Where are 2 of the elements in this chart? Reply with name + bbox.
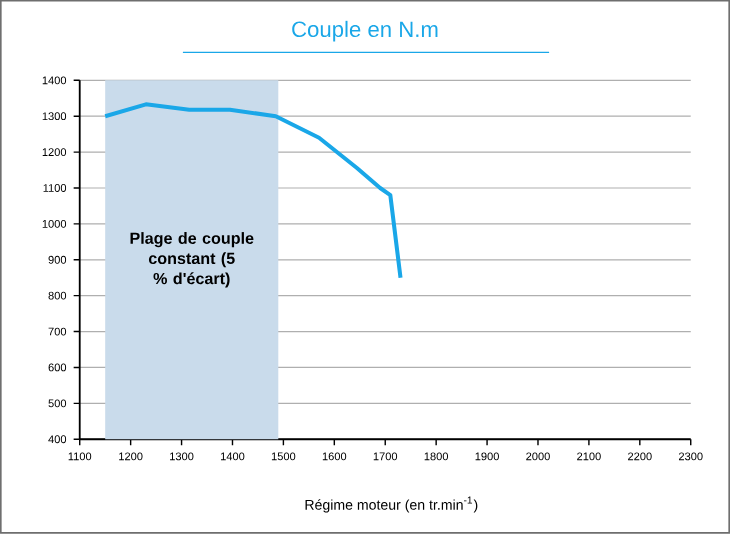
band-label: Plage de couple constant (5 % d'écart) [130, 232, 254, 288]
chart-title: Couple en N.m [292, 20, 438, 42]
